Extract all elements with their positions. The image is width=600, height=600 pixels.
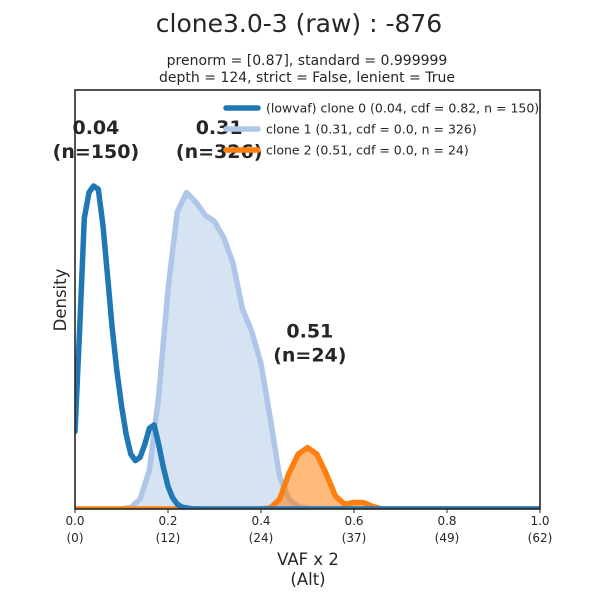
chart-subtitle-line-2: depth = 124, strict = False, lenient = T… bbox=[159, 70, 455, 86]
peak-label-2: 0.51 bbox=[286, 321, 333, 343]
peak-n-label-2: (n=24) bbox=[273, 345, 346, 367]
x-axis-label-line-1: VAF x 2 bbox=[277, 550, 339, 569]
peak-n-label-1: (n=326) bbox=[176, 141, 262, 163]
x-tick-label: 0.0 bbox=[65, 514, 84, 528]
x-tick-sublabel: (37) bbox=[342, 531, 367, 545]
series-2-area bbox=[75, 447, 540, 509]
series-0-line bbox=[75, 183, 540, 509]
x-tick-label: 1.0 bbox=[530, 514, 549, 528]
legend-entry-0: (lowvaf) clone 0 (0.04, cdf = 0.82, n = … bbox=[266, 101, 539, 116]
plot-frame bbox=[74, 89, 541, 510]
peak-label-0: 0.04 bbox=[72, 117, 119, 139]
legend-entry-2: clone 2 (0.51, cdf = 0.0, n = 24) bbox=[266, 143, 469, 158]
x-tick-sublabel: (49) bbox=[435, 531, 460, 545]
series-2-line bbox=[75, 444, 540, 509]
peak-n-label-0: (n=150) bbox=[53, 141, 139, 163]
series-1-area bbox=[75, 192, 540, 509]
peak-label-1: 0.31 bbox=[196, 117, 243, 139]
legend-entry-1: clone 1 (0.31, cdf = 0.0, n = 326) bbox=[266, 122, 477, 137]
y-axis-label: Density bbox=[51, 268, 70, 331]
x-tick-label: 0.6 bbox=[344, 514, 363, 528]
x-tick-label: 0.4 bbox=[251, 514, 270, 528]
legend: (lowvaf) clone 0 (0.04, cdf = 0.82, n = … bbox=[223, 101, 539, 158]
x-tick-sublabel: (62) bbox=[528, 531, 553, 545]
x-axis-label-line-2: (Alt) bbox=[290, 570, 325, 589]
x-tick-sublabel: (24) bbox=[249, 531, 274, 545]
x-tick-sublabel: (0) bbox=[67, 531, 84, 545]
x-tick-label: 0.8 bbox=[437, 514, 456, 528]
chart-subtitle-line-1: prenorm = [0.87], standard = 0.999999 bbox=[167, 53, 448, 69]
chart-title: clone3.0-3 (raw) : -876 bbox=[156, 9, 442, 38]
x-tick-label: 0.2 bbox=[158, 514, 177, 528]
x-tick-sublabel: (12) bbox=[156, 531, 181, 545]
